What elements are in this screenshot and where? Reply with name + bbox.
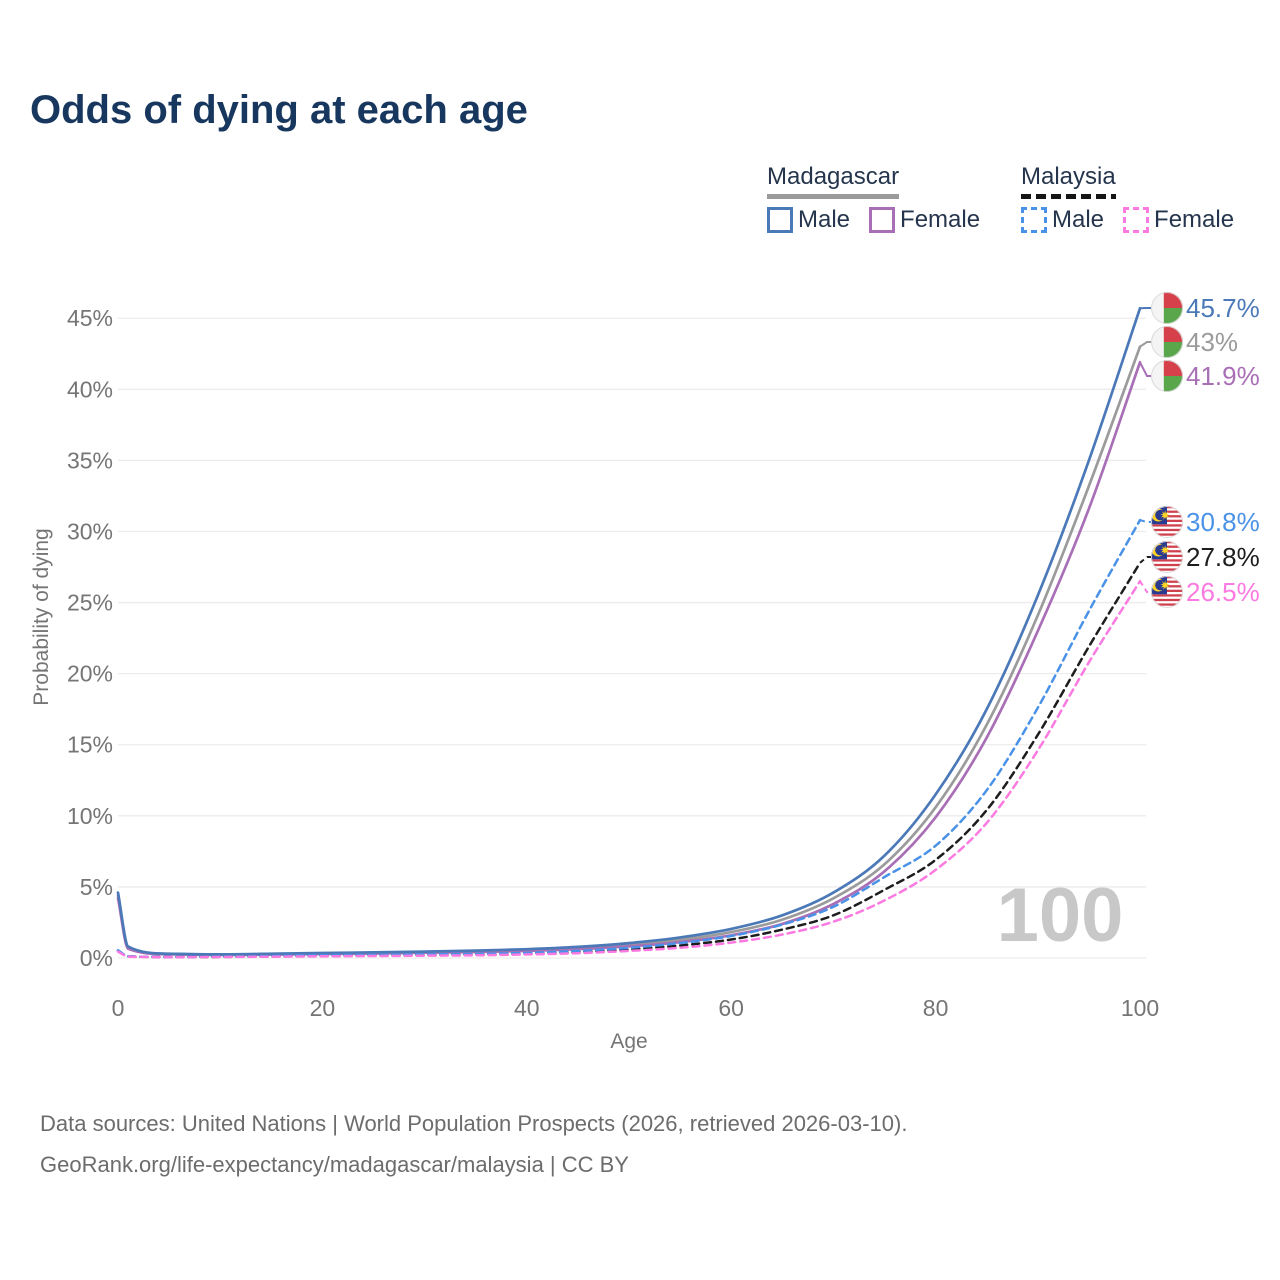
madagascar-flag-icon [1151, 326, 1183, 358]
malaysia-flag-icon [1151, 506, 1183, 538]
footer: Data sources: United Nations | World Pop… [40, 1103, 1240, 1185]
legend-label-malaysia-male: Male [1052, 206, 1105, 233]
malaysia-flag-icon [1151, 541, 1183, 573]
y-tick-label: 30% [67, 518, 113, 544]
legend-items-madagascar: Male Female [767, 206, 980, 234]
legend-label-malaysia-female: Female [1154, 206, 1235, 233]
x-tick-label: 20 [310, 995, 336, 1021]
footer-attribution: GeoRank.org/life-expectancy/madagascar/m… [40, 1152, 629, 1177]
legend-label-madagascar-male: Male [798, 206, 851, 233]
end-label-connector [1139, 341, 1151, 348]
end-value-label-malaysia-female: 26.5% [1186, 577, 1260, 607]
legend-country-madagascar-label: Madagascar [767, 163, 900, 190]
end-value-label-madagascar-both-sexes: 43% [1186, 327, 1238, 357]
y-tick-label: 25% [67, 590, 113, 616]
end-value-label-madagascar-female: 41.9% [1186, 361, 1260, 391]
line-madagascar-male[interactable] [116, 306, 1142, 956]
footer-data-sources: Data sources: United Nations | World Pop… [40, 1111, 908, 1136]
end-label-connector [1139, 519, 1151, 523]
y-tick-label: 15% [67, 732, 113, 758]
legend-item-madagascar-male[interactable]: Male [767, 206, 850, 234]
legend-group-madagascar: Madagascar Male Female [767, 163, 980, 234]
madagascar-male-swatch-icon [767, 207, 793, 233]
end-label-connector [1139, 556, 1151, 564]
y-tick-label: 35% [67, 447, 113, 473]
line-madagascar-female[interactable] [116, 360, 1142, 957]
legend-item-malaysia-female[interactable]: Female [1123, 206, 1234, 234]
malaysia-flag-icon [1151, 576, 1183, 608]
page-title: Odds of dying at each age [30, 88, 528, 132]
end-label-connector [1139, 580, 1151, 593]
y-tick-label: 40% [67, 376, 113, 402]
line-madagascar-both-sexes[interactable] [116, 345, 1142, 957]
y-axis-title: Probability of dying [30, 528, 53, 705]
legend-item-madagascar-female[interactable]: Female [869, 206, 980, 234]
madagascar-female-swatch-icon [869, 207, 896, 233]
malaysia-female-swatch-icon [1123, 207, 1150, 233]
madagascar-flag-icon [1151, 292, 1183, 324]
end-value-label-malaysia-male: 30.8% [1186, 507, 1260, 537]
legend-country-malaysia-label: Malaysia [1021, 163, 1116, 190]
x-tick-label: 0 [112, 995, 125, 1021]
hover-age-watermark: 100 [997, 873, 1124, 958]
end-label-connector [1139, 361, 1151, 377]
x-tick-label: 60 [718, 995, 744, 1021]
y-tick-label: 10% [67, 803, 113, 829]
malaysia-dashed-line-swatch-icon [1021, 194, 1116, 199]
end-value-label-malaysia-both-sexes: 27.8% [1186, 542, 1260, 572]
legend-items-malaysia: Male Female [1021, 206, 1234, 234]
legend: Madagascar Male Female Malaysia [0, 163, 1280, 243]
x-axis-title: Age [610, 1030, 647, 1053]
madagascar-solid-line-swatch-icon [767, 194, 900, 199]
malaysia-male-swatch-icon [1021, 207, 1047, 233]
legend-country-malaysia: Malaysia [1021, 163, 1116, 199]
end-value-label-madagascar-male: 45.7% [1186, 293, 1260, 323]
madagascar-flag-icon [1151, 360, 1183, 392]
legend-group-malaysia: Malaysia Male Female [1021, 163, 1234, 234]
line-malaysia-both-sexes[interactable] [116, 561, 1142, 959]
x-tick-label: 40 [514, 995, 540, 1021]
y-tick-label: 5% [80, 874, 113, 900]
line-malaysia-female[interactable] [116, 579, 1142, 959]
legend-item-malaysia-male[interactable]: Male [1021, 206, 1104, 234]
y-tick-label: 45% [67, 305, 113, 331]
x-tick-label: 100 [1121, 995, 1159, 1021]
legend-country-madagascar: Madagascar [767, 163, 900, 199]
y-tick-label: 20% [67, 661, 113, 687]
x-tick-label: 80 [923, 995, 949, 1021]
y-tick-label: 0% [80, 945, 113, 971]
legend-label-madagascar-female: Female [900, 206, 981, 233]
